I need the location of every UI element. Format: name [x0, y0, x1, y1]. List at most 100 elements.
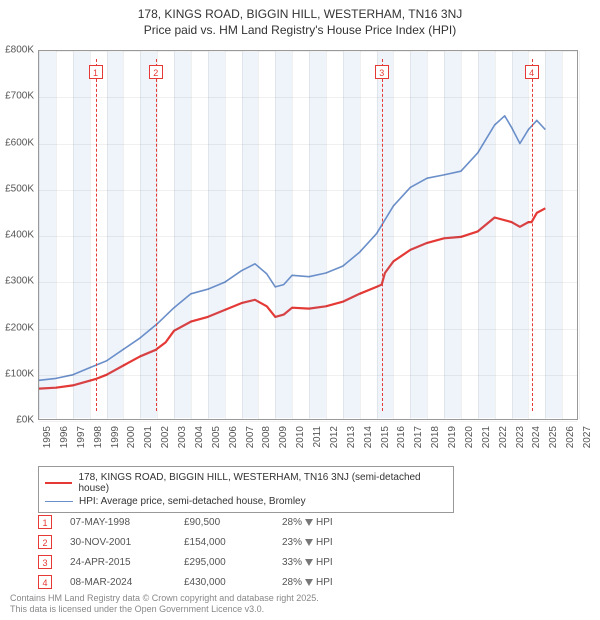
- gridline-h: [39, 190, 577, 191]
- gridline-v: [562, 51, 563, 419]
- y-tick-label: £400K: [5, 230, 34, 241]
- gridline-v: [39, 51, 40, 419]
- datapoint-marker-box: 1: [38, 515, 52, 529]
- gridline-v: [512, 51, 513, 419]
- x-tick-label: 2002: [160, 426, 171, 448]
- year-band: [208, 52, 225, 418]
- footer-attribution: Contains HM Land Registry data © Crown c…: [10, 593, 319, 616]
- gridline-v: [157, 51, 158, 419]
- legend-label: HPI: Average price, semi-detached house,…: [79, 496, 306, 507]
- sale-marker-box: 1: [89, 65, 103, 79]
- sale-marker-line: [96, 59, 97, 411]
- gridline-v: [242, 51, 243, 419]
- y-axis: £0K£100K£200K£300K£400K£500K£600K£700K£8…: [0, 50, 38, 420]
- gridline-v: [107, 51, 108, 419]
- arrow-down-icon: [305, 559, 313, 566]
- x-tick-label: 2026: [565, 426, 576, 448]
- gridline-h: [39, 329, 577, 330]
- datapoint-date: 07-MAY-1998: [70, 517, 166, 528]
- x-axis: 1995199619971998199920002001200220032004…: [38, 420, 578, 470]
- legend-swatch: [45, 482, 72, 484]
- sale-marker-line: [156, 59, 157, 411]
- x-tick-label: 2008: [261, 426, 272, 448]
- gridline-v: [377, 51, 378, 419]
- year-band: [174, 52, 191, 418]
- gridline-v: [478, 51, 479, 419]
- footer-line: This data is licensed under the Open Gov…: [10, 604, 319, 616]
- x-tick-label: 2003: [177, 426, 188, 448]
- legend-swatch: [45, 501, 73, 502]
- x-tick-label: 2019: [447, 426, 458, 448]
- datapoint-row: 230-NOV-2001£154,00023%HPI: [38, 532, 392, 552]
- x-tick-label: 2011: [312, 426, 323, 448]
- gridline-v: [427, 51, 428, 419]
- plot-area: 1 2 3 4: [38, 50, 578, 420]
- footer-line: Contains HM Land Registry data © Crown c…: [10, 593, 319, 605]
- sale-marker-box: 4: [525, 65, 539, 79]
- x-tick-label: 2012: [329, 426, 340, 448]
- legend: 178, KINGS ROAD, BIGGIN HILL, WESTERHAM,…: [38, 466, 454, 513]
- x-tick-label: 2017: [413, 426, 424, 448]
- x-tick-label: 2024: [531, 426, 542, 448]
- x-tick-label: 1996: [59, 426, 70, 448]
- gridline-v: [191, 51, 192, 419]
- sale-marker-box: 3: [375, 65, 389, 79]
- gridline-v: [140, 51, 141, 419]
- gridline-v: [579, 51, 580, 419]
- gridline-v: [343, 51, 344, 419]
- datapoint-price: £154,000: [184, 537, 264, 548]
- x-tick-label: 2013: [346, 426, 357, 448]
- year-band: [410, 52, 427, 418]
- datapoint-date: 24-APR-2015: [70, 557, 166, 568]
- gridline-v: [393, 51, 394, 419]
- legend-label: 178, KINGS ROAD, BIGGIN HILL, WESTERHAM,…: [78, 472, 447, 494]
- x-tick-label: 1995: [42, 426, 53, 448]
- y-tick-label: £200K: [5, 322, 34, 333]
- gridline-v: [90, 51, 91, 419]
- x-tick-label: 1998: [93, 426, 104, 448]
- chart-container: 178, KINGS ROAD, BIGGIN HILL, WESTERHAM,…: [0, 0, 600, 620]
- x-tick-label: 1997: [76, 426, 87, 448]
- datapoint-delta: 23%HPI: [282, 537, 392, 548]
- x-tick-label: 2020: [464, 426, 475, 448]
- y-tick-label: £300K: [5, 276, 34, 287]
- datapoint-price: £90,500: [184, 517, 264, 528]
- datapoint-row: 107-MAY-1998£90,50028%HPI: [38, 512, 392, 532]
- datapoint-delta: 28%HPI: [282, 577, 392, 588]
- x-tick-label: 2005: [211, 426, 222, 448]
- sale-marker-box: 2: [149, 65, 163, 79]
- x-tick-label: 2015: [380, 426, 391, 448]
- year-band: [343, 52, 360, 418]
- gridline-v: [309, 51, 310, 419]
- gridline-v: [360, 51, 361, 419]
- gridline-v: [56, 51, 57, 419]
- gridline-v: [275, 51, 276, 419]
- gridline-v: [326, 51, 327, 419]
- datapoint-table: 107-MAY-1998£90,50028%HPI230-NOV-2001£15…: [38, 512, 392, 592]
- year-band: [275, 52, 292, 418]
- gridline-v: [410, 51, 411, 419]
- x-tick-label: 2021: [481, 426, 492, 448]
- gridline-v: [528, 51, 529, 419]
- x-tick-label: 2025: [548, 426, 559, 448]
- gridline-v: [73, 51, 74, 419]
- year-band: [377, 52, 394, 418]
- datapoint-delta: 33%HPI: [282, 557, 392, 568]
- gridline-h: [39, 51, 577, 52]
- gridline-v: [123, 51, 124, 419]
- year-band: [242, 52, 259, 418]
- gridline-v: [174, 51, 175, 419]
- gridline-h: [39, 97, 577, 98]
- sale-marker-line: [382, 59, 383, 411]
- year-band: [107, 52, 124, 418]
- year-band: [73, 52, 90, 418]
- x-tick-label: 2009: [278, 426, 289, 448]
- gridline-v: [292, 51, 293, 419]
- x-tick-label: 2004: [194, 426, 205, 448]
- x-tick-label: 2027: [582, 426, 593, 448]
- datapoint-row: 324-APR-2015£295,00033%HPI: [38, 552, 392, 572]
- datapoint-row: 408-MAR-2024£430,00028%HPI: [38, 572, 392, 592]
- gridline-h: [39, 236, 577, 237]
- x-tick-label: 2014: [363, 426, 374, 448]
- y-tick-label: £0K: [16, 415, 34, 426]
